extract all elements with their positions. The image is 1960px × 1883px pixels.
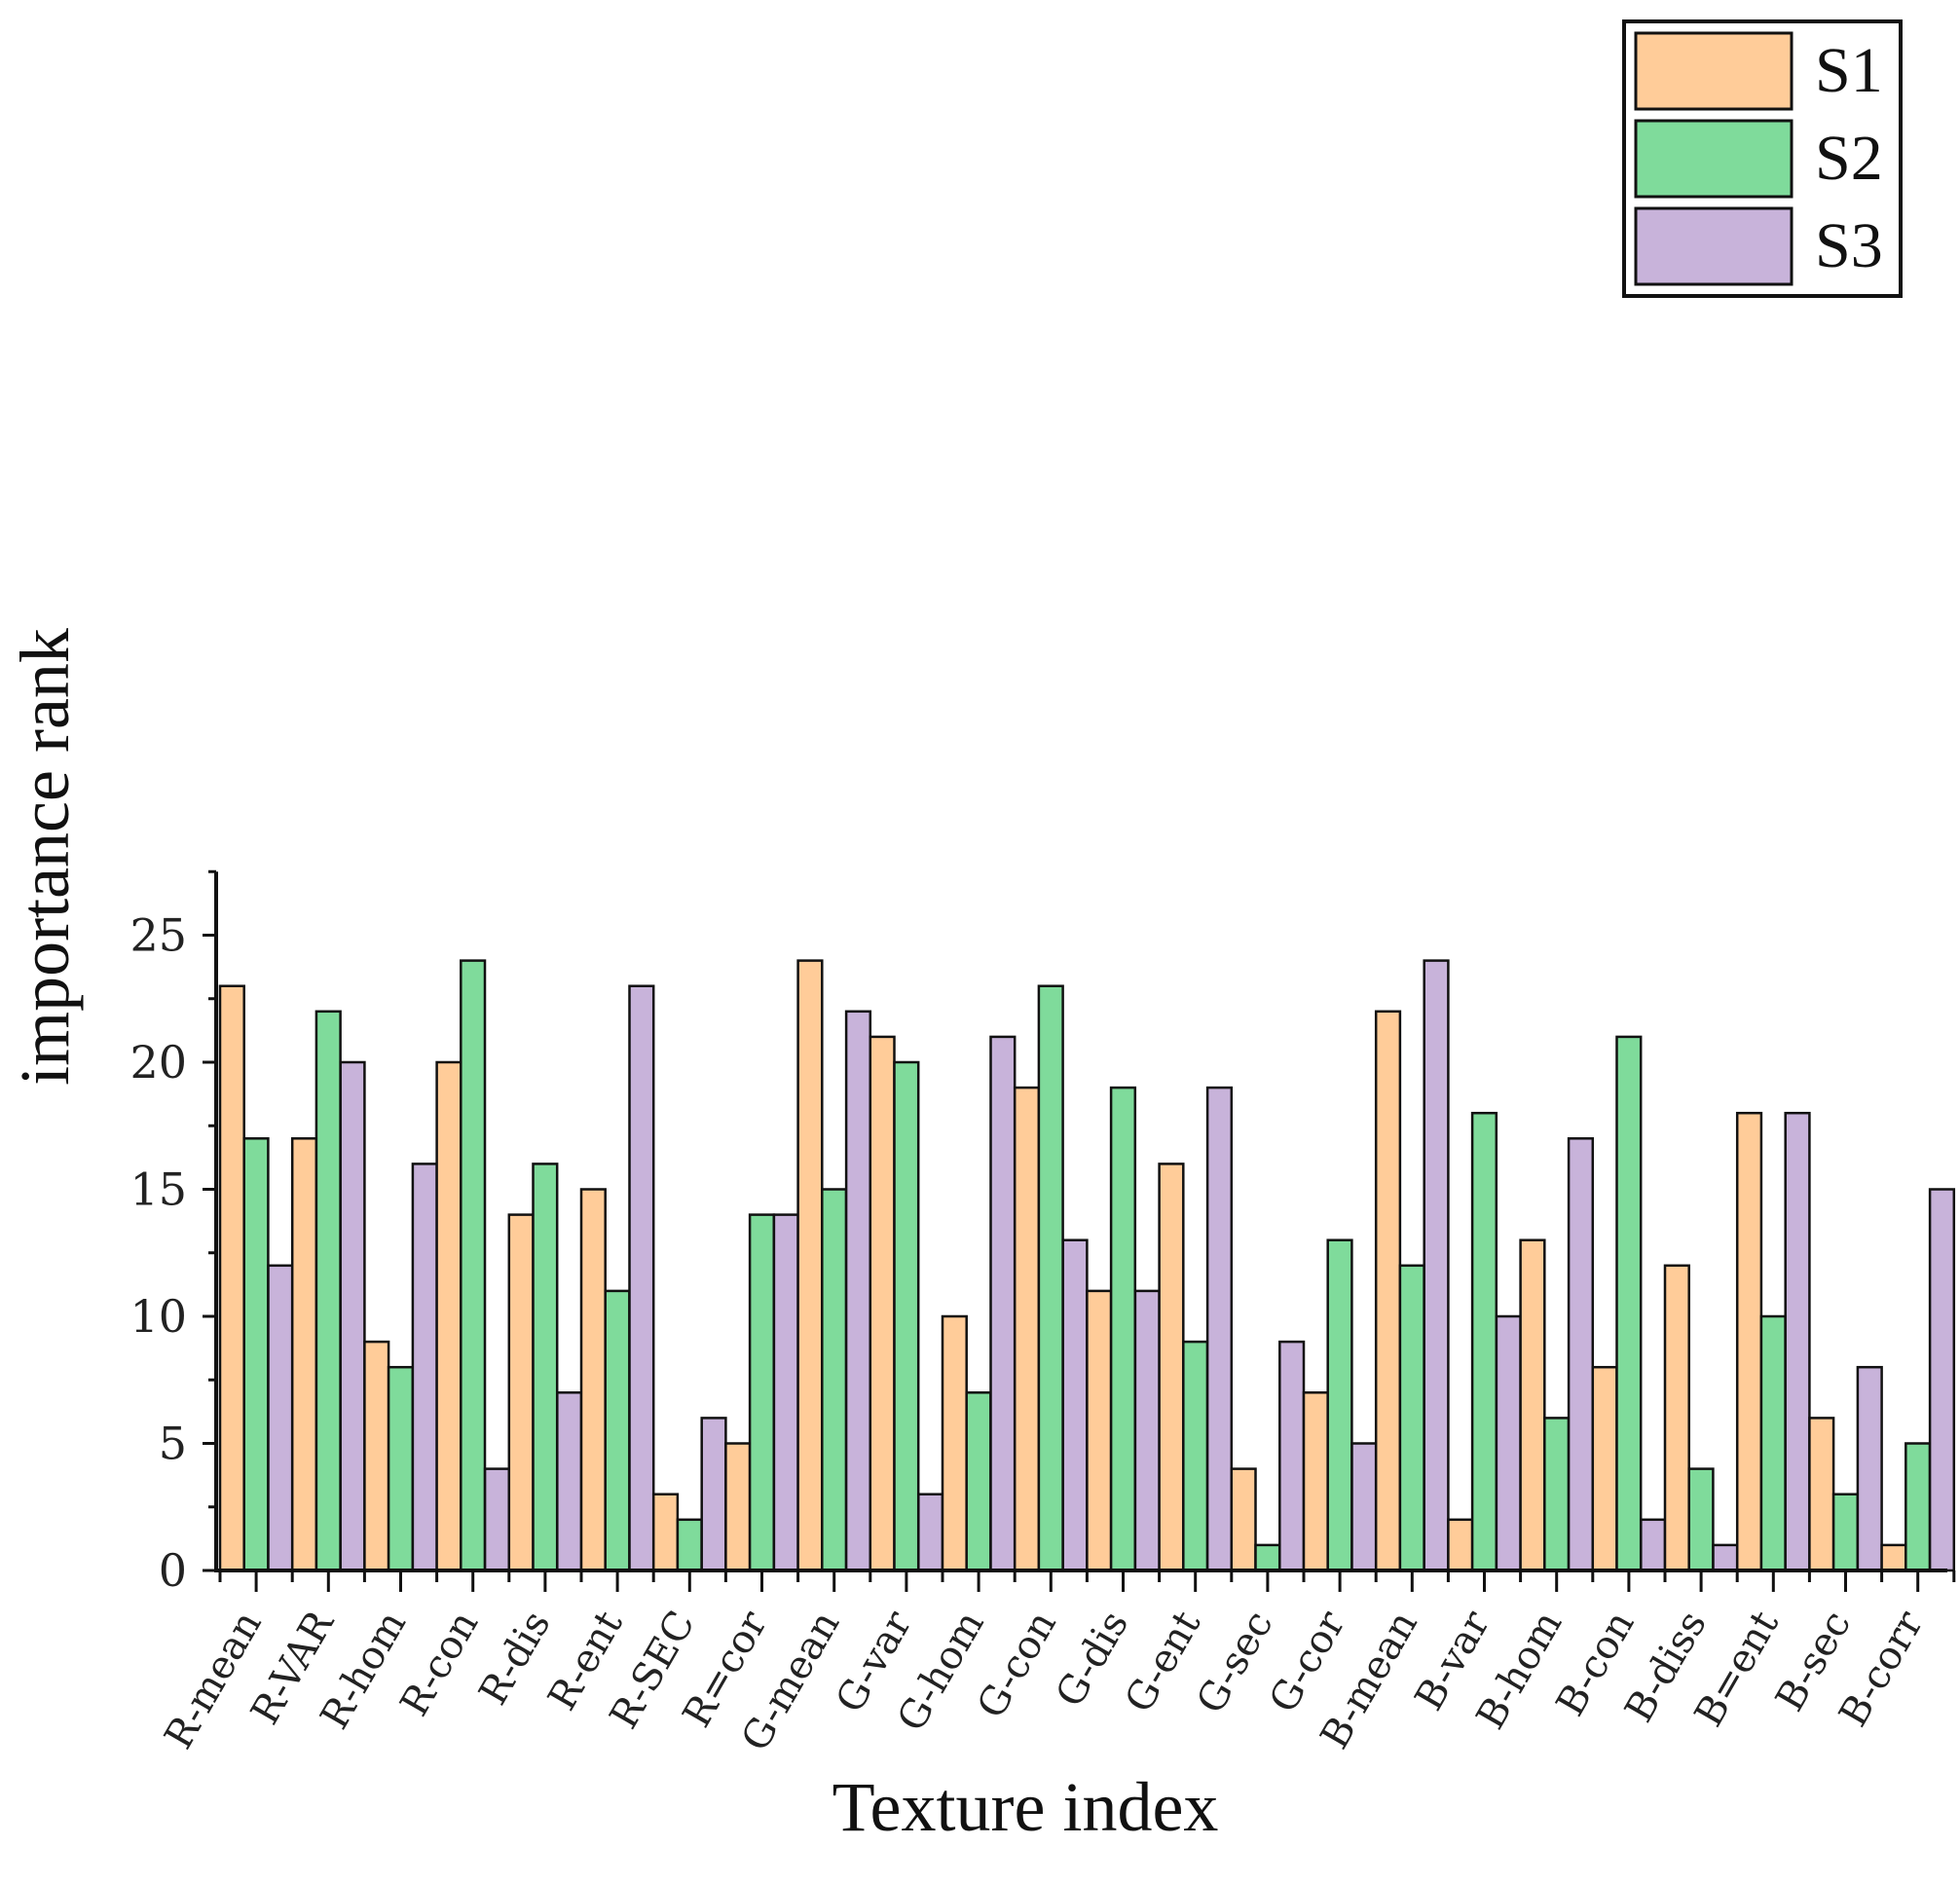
bar-s1-B-var <box>1447 1518 1474 1572</box>
bar-s2-G-dis <box>1109 1086 1137 1572</box>
bar-s3-B-var <box>1495 1314 1522 1572</box>
bar-s3-R-dis <box>556 1391 583 1572</box>
bar-s1-G-var <box>869 1035 896 1572</box>
bar-s1-G-cor <box>1302 1391 1329 1572</box>
bar-s3-G-mean <box>844 1010 872 1572</box>
legend-label-s1: S1 <box>1815 35 1883 106</box>
bar-s1-B-hom <box>1519 1238 1546 1572</box>
y-tick-label: 0 <box>159 1544 187 1597</box>
bar-s2-B-corr <box>1905 1442 1932 1572</box>
y-tick-label: 5 <box>159 1418 187 1470</box>
y-tick-label: 10 <box>129 1290 187 1343</box>
y-tick-label: 20 <box>129 1036 187 1089</box>
bar-s2-G-con <box>1037 984 1064 1572</box>
bar-s2-R-dis <box>532 1163 559 1572</box>
legend-swatch-s3 <box>1634 206 1794 286</box>
bar-s2-R-ent <box>604 1289 631 1572</box>
y-tick-label: 15 <box>129 1163 187 1216</box>
bars-layer <box>218 959 1956 1572</box>
bar-s3-B-mean <box>1423 959 1450 1572</box>
bar-s1-R-con <box>435 1060 462 1572</box>
bar-s2-G-cor <box>1326 1238 1353 1572</box>
bar-s1-G-dis <box>1086 1289 1113 1572</box>
bar-s2-B=ent <box>1759 1314 1787 1572</box>
bar-s3-B=ent <box>1784 1111 1811 1572</box>
bar-s1-R-VAR <box>290 1137 318 1572</box>
bar-s1-G-sec <box>1230 1467 1257 1572</box>
bar-s1-R-SEC <box>651 1493 680 1572</box>
bar-s3-G-sec <box>1278 1340 1306 1572</box>
y-tick-label: 25 <box>129 909 187 962</box>
bar-s3-G-var <box>917 1493 944 1572</box>
bar-s3-B-con <box>1640 1518 1667 1572</box>
bar-s1-B-sec <box>1808 1417 1835 1572</box>
bar-s3-B-diss <box>1712 1543 1739 1572</box>
bar-s3-G-con <box>1061 1238 1089 1572</box>
legend: S1 S2 S3 <box>1622 19 1903 298</box>
bar-s3-R-ent <box>628 984 655 1572</box>
bar-s2-G-ent <box>1182 1340 1209 1572</box>
bar-s3-R-SEC <box>700 1417 727 1572</box>
bar-s2-R-mean <box>242 1137 270 1572</box>
bar-s2-B-var <box>1470 1111 1498 1572</box>
bar-s2-G-sec <box>1254 1543 1281 1572</box>
bar-s3-R-VAR <box>339 1060 366 1572</box>
bar-s3-R-mean <box>267 1264 294 1572</box>
bar-s3-R-con <box>483 1467 511 1572</box>
bar-s1-B=ent <box>1735 1111 1763 1572</box>
bar-s1-B-mean <box>1374 1010 1402 1572</box>
bar-s2-G-var <box>893 1060 920 1572</box>
x-axis-title: Texture index <box>832 1768 1219 1846</box>
bar-s3-R-hom <box>411 1163 438 1572</box>
bar-s1-B-corr <box>1880 1543 1907 1572</box>
bar-s3-B-corr <box>1928 1188 1956 1572</box>
bar-s2-R-con <box>460 959 487 1572</box>
bar-s2-B-mean <box>1398 1264 1425 1572</box>
bar-s1-G-mean <box>796 959 824 1572</box>
bar-s3-G-hom <box>989 1035 1017 1572</box>
bar-s2-R=cor <box>748 1213 776 1572</box>
y-axis-title: importance rank <box>6 628 84 1086</box>
legend-swatch-s2 <box>1634 119 1794 199</box>
bar-s3-G-cor <box>1350 1442 1378 1572</box>
bar-s2-G-hom <box>965 1391 992 1572</box>
bar-s3-B-hom <box>1567 1137 1595 1572</box>
bar-s2-G-mean <box>821 1188 848 1572</box>
bar-s2-R-SEC <box>676 1518 703 1572</box>
bar-s1-R-mean <box>218 984 245 1572</box>
bar-s2-B-hom <box>1543 1417 1571 1572</box>
bar-s2-R-VAR <box>314 1010 342 1572</box>
bar-s3-R=cor <box>772 1213 799 1572</box>
bar-s1-G-ent <box>1158 1163 1185 1572</box>
bar-s2-B-sec <box>1831 1493 1860 1572</box>
legend-label-s2: S2 <box>1815 123 1883 194</box>
bar-s1-R=cor <box>724 1442 752 1572</box>
bar-s1-R-dis <box>507 1213 535 1572</box>
legend-swatch-s1 <box>1634 31 1794 111</box>
bar-s3-B-sec <box>1856 1365 1883 1572</box>
bar-s1-B-con <box>1591 1365 1618 1572</box>
bar-s1-G-hom <box>941 1314 968 1572</box>
x-tick-label: G-sec <box>1188 1604 1281 1721</box>
bar-s1-R-ent <box>579 1188 607 1572</box>
x-tick-label: R-mean <box>157 1604 271 1756</box>
bar-s3-G-ent <box>1205 1086 1234 1572</box>
bar-s1-B-diss <box>1663 1264 1690 1572</box>
bar-s2-B-con <box>1615 1035 1643 1572</box>
bar-s1-G-con <box>1013 1086 1041 1572</box>
bar-s2-B-diss <box>1687 1467 1715 1572</box>
bar-s1-R-hom <box>363 1340 390 1572</box>
bar-s3-G-dis <box>1133 1289 1161 1572</box>
bar-s2-R-hom <box>387 1365 415 1572</box>
legend-label-s3: S3 <box>1815 210 1883 281</box>
